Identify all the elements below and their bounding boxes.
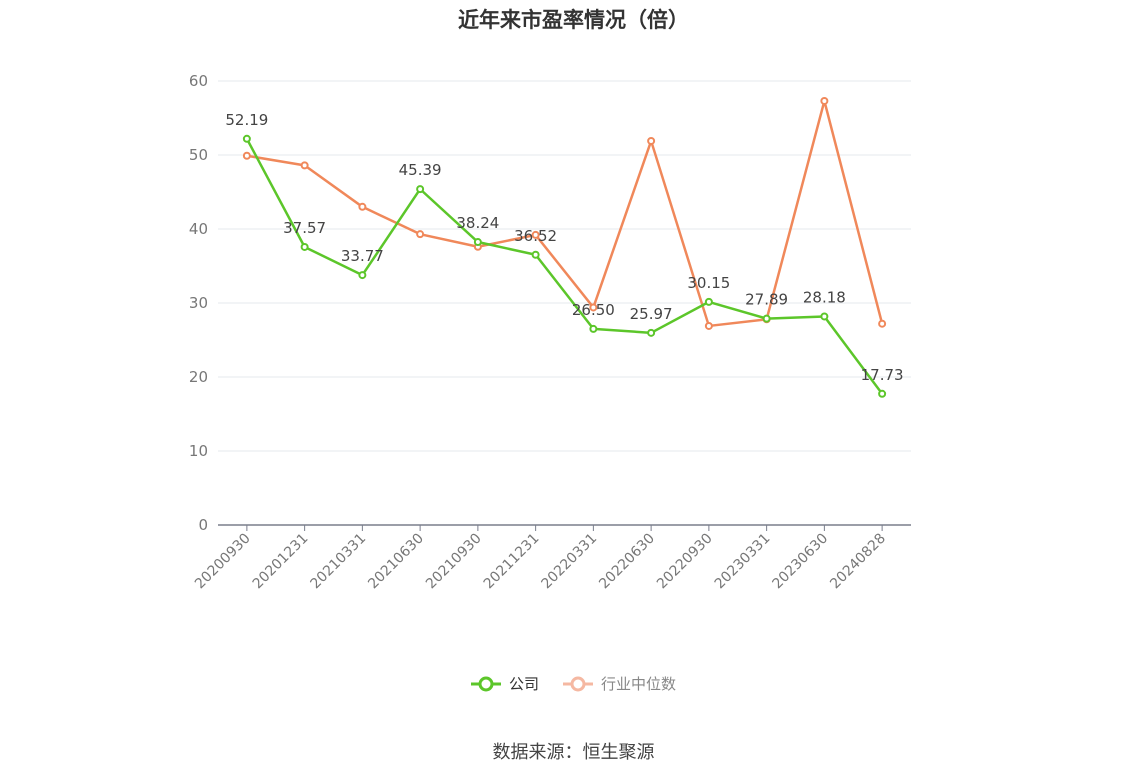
data-point-company[interactable] [531, 250, 540, 259]
legend-item-company[interactable]: 公司 [470, 672, 539, 696]
data-point-industry[interactable] [300, 161, 309, 170]
data-labels: 52.19 37.57 33.77 45.39 38.24 36.52 26.50 25.97… [225, 111, 903, 384]
data-point-company[interactable] [647, 328, 656, 337]
data-label-company: 26.50 [572, 301, 615, 319]
legend-industry-line-icon [563, 676, 593, 692]
series [242, 96, 887, 398]
data-point-company[interactable] [473, 238, 482, 247]
data-point-industry[interactable] [242, 151, 251, 160]
data-label-company: 45.39 [399, 161, 442, 179]
y-tick-label: 40 [189, 220, 208, 238]
data-label-company: 52.19 [225, 111, 268, 129]
data-point-company[interactable] [300, 242, 309, 251]
data-label-company: 36.52 [514, 227, 557, 245]
data-point-company[interactable] [878, 389, 887, 398]
data-point-industry[interactable] [647, 136, 656, 145]
x-tick-label: 20220630 [596, 531, 658, 593]
y-tick-label: 20 [189, 368, 208, 386]
x-tick-label: 20230331 [712, 531, 774, 593]
axes: 0102030405060202009302020123120210331202… [189, 72, 911, 592]
data-point-company[interactable] [242, 134, 251, 143]
y-tick-label: 0 [198, 516, 208, 534]
x-tick-label: 20220331 [538, 531, 600, 593]
legend-label-company: 公司 [508, 675, 539, 693]
grid-lines [218, 80, 911, 452]
x-tick-label: 20211231 [481, 531, 543, 593]
legend-item-industry[interactable]: 行业中位数 [563, 672, 676, 696]
data-point-industry[interactable] [416, 230, 425, 239]
data-label-company: 38.24 [456, 214, 499, 232]
data-point-company[interactable] [416, 185, 425, 194]
x-tick-label: 20210331 [307, 531, 369, 593]
x-tick-label: 20200930 [192, 531, 254, 593]
x-tick-label: 20240828 [827, 531, 889, 593]
x-tick-label: 20201231 [250, 531, 312, 593]
data-label-company: 37.57 [283, 219, 326, 237]
data-point-industry[interactable] [820, 96, 829, 105]
data-label-company: 17.73 [861, 366, 904, 384]
chart-title: 近年来市盈率情况（倍） [458, 8, 689, 32]
data-label-company: 33.77 [341, 247, 384, 265]
data-point-industry[interactable] [704, 321, 713, 330]
data-point-company[interactable] [589, 324, 598, 333]
x-tick-label: 20210930 [423, 531, 485, 593]
data-point-company[interactable] [762, 314, 771, 323]
legend-company-line-icon [470, 676, 501, 692]
y-tick-label: 50 [189, 146, 208, 164]
data-point-company[interactable] [358, 271, 367, 280]
data-point-industry[interactable] [589, 303, 598, 312]
data-label-company: 30.15 [687, 274, 730, 292]
x-tick-label: 20230630 [769, 531, 831, 593]
data-point-industry[interactable] [878, 319, 887, 328]
data-source: 数据来源：恒生聚源 [492, 742, 655, 763]
data-label-company: 27.89 [745, 291, 788, 309]
x-tick-label: 20210630 [365, 531, 427, 593]
y-tick-label: 60 [189, 72, 208, 90]
data-point-industry[interactable] [358, 202, 367, 211]
data-point-industry[interactable] [531, 230, 540, 239]
legend: 公司 行业中位数 [0, 672, 1147, 696]
x-tick-label: 20220930 [654, 531, 716, 593]
y-tick-label: 10 [189, 442, 208, 460]
legend-label-industry: 行业中位数 [601, 675, 677, 693]
data-point-company[interactable] [820, 312, 829, 321]
data-point-company[interactable] [704, 297, 713, 306]
series-line-industry [246, 99, 884, 328]
series-line-company [245, 138, 884, 395]
y-tick-label: 30 [189, 294, 208, 312]
data-label-company: 25.97 [630, 305, 673, 323]
data-label-company: 28.18 [803, 288, 846, 306]
